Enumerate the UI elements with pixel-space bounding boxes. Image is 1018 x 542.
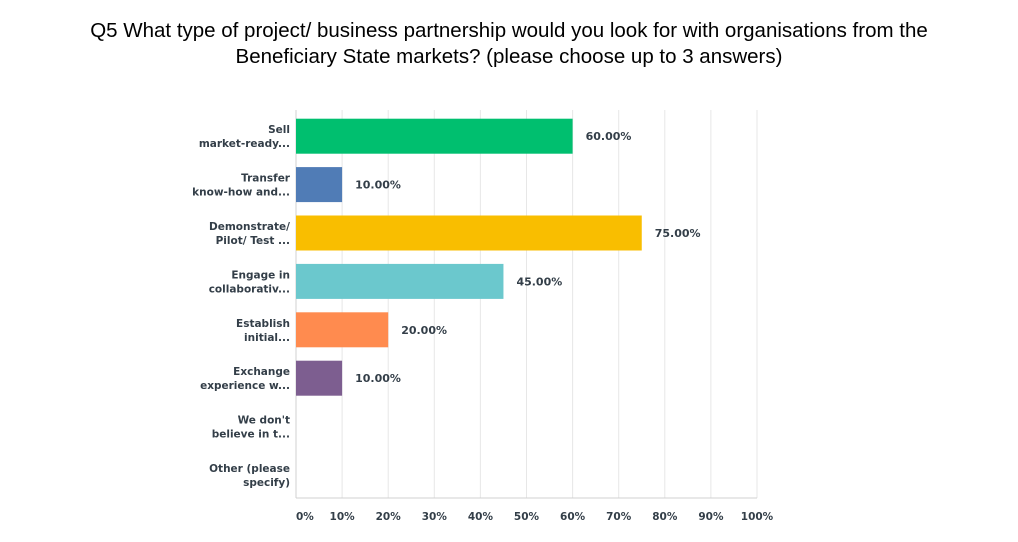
x-tick-label: 0% (296, 511, 314, 523)
value-label: 45.00% (516, 275, 562, 288)
bar (296, 118, 573, 154)
category-label: Other (please specify) (209, 463, 290, 489)
x-tick-label: 70% (606, 511, 632, 523)
value-label: 75.00% (655, 227, 701, 240)
x-tick-label: 50% (514, 511, 540, 523)
x-tick-label: 40% (468, 511, 494, 523)
category-label: Establish initial... (236, 318, 290, 344)
chart-title-line-1: Q5 What type of project/ business partne… (90, 19, 928, 42)
x-axis-tick-labels: 0% 10% 20% 30% 40% 50% 60% 70% 80% 90% 100% (296, 511, 774, 523)
x-tick-label: 20% (376, 511, 402, 523)
bar (296, 360, 343, 396)
category-label: Sell market-ready... (199, 124, 290, 150)
x-tick-label: 30% (422, 511, 448, 523)
chart-bars (296, 118, 642, 396)
category-label: Demonstrate/Pilot/ Test ... (209, 221, 290, 247)
chart-title: Q5 What type of project/ business partne… (0, 18, 1018, 70)
bar (296, 167, 343, 203)
category-label: Engage in collaborativ... (209, 269, 290, 295)
value-label: 10.00% (355, 372, 401, 385)
category-label: We don't believe in t... (212, 415, 290, 441)
bar (296, 312, 389, 348)
bar (296, 215, 642, 251)
x-tick-label: 10% (330, 511, 356, 523)
category-label: Transfer know-how and... (192, 173, 291, 199)
value-label: 10.00% (355, 179, 401, 192)
value-labels: 60.00% 10.00% 75.00% 45.00% 20.00% 10.00% (355, 130, 700, 385)
category-labels: Sell market-ready... Transfer know-how and.… (192, 124, 291, 489)
x-tick-label: 90% (698, 511, 724, 523)
chart-gridlines (295, 110, 758, 499)
x-tick-label: 60% (560, 511, 586, 523)
bar (296, 263, 504, 299)
x-tick-label: 80% (652, 511, 678, 523)
value-label: 60.00% (586, 130, 632, 143)
value-label: 20.00% (401, 324, 447, 337)
chart-title-line-2: Beneficiary State markets? (please choos… (235, 45, 783, 68)
x-tick-label: 100% (741, 511, 774, 523)
category-label: Exchange experience w... (200, 366, 290, 392)
